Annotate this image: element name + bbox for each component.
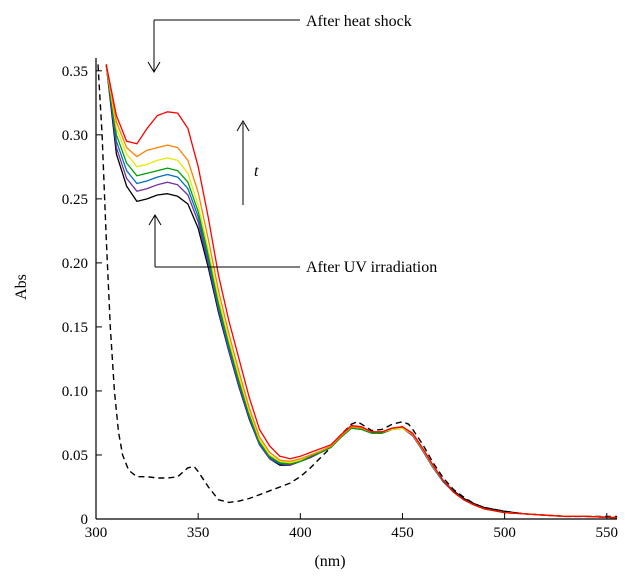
uv-annotation: After UV irradiation <box>148 214 437 276</box>
x-axis-title: (nm) <box>314 553 345 570</box>
x-tick-label: 450 <box>391 525 414 541</box>
series-line <box>105 64 618 519</box>
time-annotation: t <box>236 120 259 205</box>
x-tick-label: 500 <box>493 525 516 541</box>
uv-label: After UV irradiation <box>306 259 437 276</box>
y-ticks: 0 0.05 0.10 0.15 0.20 0.25 0.30 0.35 <box>62 64 102 528</box>
y-tick-label: 0.30 <box>62 128 88 144</box>
y-tick-label: 0.25 <box>62 192 88 208</box>
x-ticks: 300 350 400 450 500 550 <box>85 513 618 541</box>
heat-shock-label: After heat shock <box>306 13 412 30</box>
series-lines <box>97 64 618 519</box>
series-line <box>105 64 618 519</box>
series-line <box>105 64 618 519</box>
time-arrow-head <box>236 120 250 132</box>
y-tick-label: 0.15 <box>62 320 88 336</box>
series-line-dashed <box>97 64 617 518</box>
x-tick-label: 350 <box>187 525 210 541</box>
series-line <box>105 64 618 519</box>
y-tick-label: 0.10 <box>62 384 88 400</box>
uv-arrow-head <box>148 214 162 226</box>
time-label: t <box>254 163 259 180</box>
x-tick-label: 550 <box>596 525 619 541</box>
series-line <box>105 64 618 519</box>
y-axis-title: Abs <box>13 274 30 300</box>
heat-shock-annotation: After heat shock <box>147 13 412 73</box>
series-line <box>105 64 618 519</box>
y-tick-label: 0.20 <box>62 256 88 272</box>
heat-shock-arrow-head <box>147 61 161 73</box>
y-tick-label: 0.05 <box>62 448 88 464</box>
x-tick-label: 300 <box>85 525 108 541</box>
x-tick-label: 400 <box>289 525 312 541</box>
y-tick-label: 0 <box>81 512 89 528</box>
series-line <box>105 64 618 519</box>
y-tick-label: 0.35 <box>62 64 88 80</box>
